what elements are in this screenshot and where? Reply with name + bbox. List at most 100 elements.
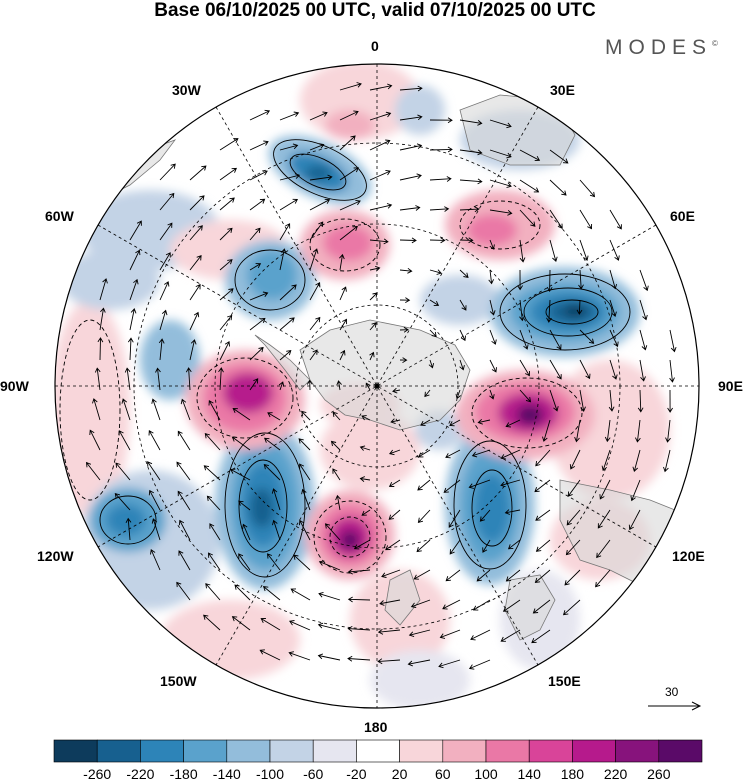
label-120w: 120W (37, 548, 74, 564)
wind-arrow (519, 329, 529, 350)
wind-arrow (519, 149, 541, 162)
wind-arrow (579, 179, 596, 198)
wind-arrow (159, 252, 171, 271)
wind-arrow (339, 286, 347, 301)
colorbar-tick-label: 60 (435, 766, 451, 782)
wind-arrow (578, 269, 584, 290)
wind-arrow (238, 553, 251, 571)
wind-arrow (301, 488, 311, 511)
colorbar-swatch (399, 739, 444, 763)
colorbar-swatch (226, 739, 271, 763)
wind-arrow (177, 490, 191, 511)
wind-arrow (468, 659, 491, 670)
wind-arrow (477, 418, 491, 425)
label-150w: 150W (160, 673, 197, 689)
wind-arrow (599, 479, 611, 500)
label-150e: 150E (548, 673, 581, 689)
wind-arrow (339, 110, 359, 121)
wind-arrow (262, 586, 281, 601)
wind-arrow (410, 599, 431, 609)
wind-arrow (604, 419, 611, 443)
wind-arrow (347, 596, 371, 603)
wind-arrow (219, 167, 237, 181)
wind-arrow (634, 419, 641, 443)
wind-arrow (549, 239, 558, 263)
colorbar (53, 739, 703, 763)
colorbar-tick-label: 20 (391, 766, 408, 782)
wind-arrow (249, 291, 269, 301)
graticule (55, 64, 699, 708)
wind-arrow (206, 495, 221, 511)
wind-arrow (429, 206, 450, 212)
wind-arrow (219, 227, 233, 241)
wind-arrow (347, 655, 371, 662)
wind-arrow (639, 359, 646, 382)
wind-arrow (260, 618, 281, 631)
wind-arrow (288, 651, 311, 661)
wind-arrow (301, 410, 311, 421)
wind-arrow (639, 299, 648, 321)
wind-arrow (489, 389, 495, 400)
wind-arrow (219, 259, 233, 271)
wind-arrow (564, 569, 581, 586)
wind-arrow (238, 500, 251, 511)
wind-arrow (205, 583, 221, 601)
wind-arrow (408, 629, 431, 638)
wind-arrow (549, 389, 559, 412)
wind-arrow (377, 658, 401, 665)
wind-arrow (178, 519, 191, 541)
wind-arrow (535, 449, 551, 467)
colorbar-swatch (572, 739, 616, 763)
reference-vector (648, 701, 702, 711)
wind-arrow (445, 569, 461, 582)
colorbar-swatch (658, 739, 703, 763)
wind-arrow (209, 523, 221, 541)
wind-arrow (118, 430, 131, 451)
wind-arrow (121, 398, 131, 421)
wind-arrow (332, 411, 341, 421)
wind-arrow (347, 568, 371, 575)
wind-arrow (189, 283, 201, 301)
wind-arrow (399, 326, 409, 333)
wind-arrow (361, 415, 371, 421)
contours (59, 139, 631, 578)
wind-arrow (159, 222, 173, 241)
wind-arrow (669, 329, 677, 353)
wind-arrow (361, 509, 371, 516)
label-0: 0 (371, 38, 379, 54)
wind-arrow (445, 449, 461, 459)
wind-arrow (381, 569, 401, 578)
wind-arrow (609, 209, 622, 230)
wind-arrow (459, 329, 466, 342)
wind-arrow (566, 509, 581, 526)
wind-arrow (249, 109, 271, 121)
wind-arrow (249, 317, 266, 331)
wind-arrow (628, 509, 641, 531)
wind-arrow (279, 350, 292, 361)
wind-arrow (468, 479, 491, 489)
wind-arrow (99, 307, 106, 331)
wind-arrow (630, 479, 641, 502)
wind-arrow (489, 149, 512, 159)
wind-arrow (609, 269, 618, 290)
wind-arrow (399, 267, 413, 274)
label-60w: 60W (45, 208, 74, 224)
wind-arrow (208, 400, 221, 421)
wind-arrow (369, 351, 375, 361)
wind-arrow (519, 239, 526, 263)
wind-arrow (289, 620, 311, 631)
wind-arrow (609, 359, 618, 380)
wind-arrow (597, 509, 611, 529)
wind-arrow (459, 269, 469, 278)
wind-arrow (249, 140, 269, 151)
map-boundary (54, 63, 700, 709)
wind-arrow (359, 445, 371, 451)
wind-arrow (249, 263, 262, 271)
wind-arrow (290, 588, 311, 601)
wind-arrow (347, 626, 371, 632)
wind-arrow (249, 378, 259, 391)
wind-arrow (339, 253, 345, 271)
wind-arrow (317, 622, 341, 631)
wind-arrow (579, 329, 595, 344)
